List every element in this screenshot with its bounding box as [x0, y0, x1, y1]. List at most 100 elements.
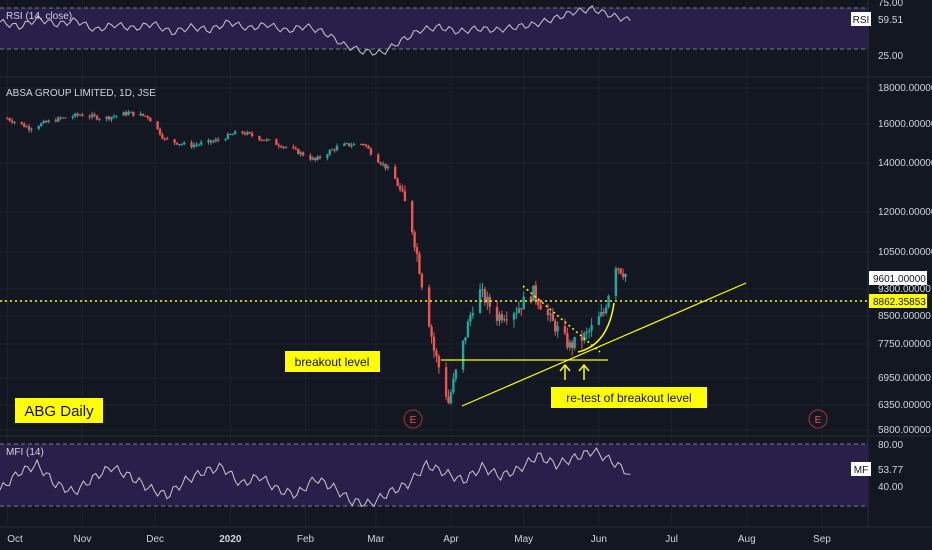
- candle-body: [452, 378, 455, 393]
- time-axis[interactable]: Oct Nov Dec 2020 Feb Mar Apr May Jun Jul Aug Sep: [7, 534, 831, 545]
- candle-body: [192, 144, 196, 147]
- candle-body: [260, 139, 264, 141]
- mfi-pane[interactable]: MFI (14): [0, 443, 868, 508]
- price-tick: 6950.00000: [878, 373, 931, 384]
- candle-body: [280, 146, 283, 148]
- candle-body: [107, 116, 111, 120]
- candle-body: [139, 113, 142, 116]
- candle-body: [127, 112, 130, 115]
- candle-body: [10, 120, 14, 123]
- candle-body: [583, 332, 586, 341]
- candle-body: [81, 114, 84, 117]
- candle-body: [47, 120, 50, 123]
- rsi-label: RSI (14, close): [6, 11, 72, 22]
- candle-body: [377, 154, 380, 163]
- candle-body: [432, 336, 436, 351]
- price-tick: 9300.00000: [878, 284, 931, 295]
- mfi-badge-text: MF: [854, 465, 868, 476]
- candle-body: [328, 150, 331, 155]
- current-price-text: 9601.00000: [873, 274, 926, 285]
- breakout-level-note[interactable]: breakout level: [285, 351, 380, 372]
- candle-body: [275, 139, 278, 145]
- candle-body: [614, 268, 618, 296]
- candle-body: [430, 326, 433, 337]
- candle-body: [367, 146, 370, 149]
- candle-body: [20, 121, 24, 124]
- candle-body: [30, 128, 33, 130]
- candle-body: [207, 140, 210, 143]
- candle-body: [505, 319, 508, 321]
- current-price-badge: 9601.00000: [869, 271, 927, 285]
- price-axis[interactable]: 18000.00000 16000.00000 14000.00000 12000.0…: [878, 83, 932, 436]
- earnings-marker-2[interactable]: E: [808, 409, 828, 429]
- candle-body: [217, 139, 220, 141]
- candle-body: [313, 157, 317, 160]
- earnings-marker-1[interactable]: E: [403, 409, 423, 429]
- candle-body: [78, 114, 82, 116]
- candle-body: [539, 305, 542, 310]
- candle-body: [76, 113, 79, 116]
- mfi-axis-upper: 80.00: [878, 440, 903, 451]
- candle-body: [263, 139, 266, 141]
- candle-body: [624, 273, 627, 278]
- candle-body: [447, 396, 450, 404]
- candle-body: [384, 163, 387, 169]
- candle-body: [379, 162, 382, 165]
- descending-dotted-trendline: [522, 285, 601, 353]
- retest-note[interactable]: re-test of breakout level: [551, 387, 707, 408]
- mfi-label: MFI (14): [6, 447, 44, 458]
- candle-body: [537, 299, 540, 306]
- candle-body: [309, 155, 312, 160]
- candle-body: [166, 138, 169, 140]
- candle-body: [284, 146, 288, 148]
- candle-body: [156, 121, 159, 129]
- candle-body: [394, 166, 397, 179]
- price-pane[interactable]: ABSA GROUP LIMITED, 1D, JSE breakout lev…: [0, 88, 868, 429]
- time-tick-oct: Oct: [7, 534, 23, 545]
- candle-body: [265, 139, 268, 141]
- candle-body: [381, 163, 385, 165]
- candle-body: [105, 116, 108, 119]
- candle-body: [534, 285, 538, 300]
- candle-body: [512, 313, 516, 320]
- candle-body: [173, 139, 176, 143]
- candle-body: [483, 289, 487, 303]
- candle-body: [129, 111, 133, 113]
- mfi-axis: 80.00 40.00 MF 53.77: [851, 440, 903, 493]
- candle-body: [617, 268, 620, 270]
- candle-body: [410, 201, 414, 233]
- rising-trendline: [461, 282, 747, 407]
- candle-body: [481, 289, 484, 291]
- candle-body: [597, 316, 601, 325]
- candle-body: [40, 123, 43, 127]
- rsi-pane[interactable]: RSI (14, close): [0, 5, 868, 56]
- candle-body: [161, 134, 164, 139]
- candle-body: [267, 139, 271, 141]
- candle-body: [585, 331, 588, 333]
- candle-body: [364, 144, 368, 147]
- rsi-axis-upper: 75.00: [878, 0, 903, 9]
- grid-lines: [0, 0, 868, 527]
- candle-body: [515, 312, 518, 314]
- candle-body: [233, 131, 237, 135]
- retest-arrow-left: [559, 363, 571, 380]
- candle-body: [444, 367, 448, 397]
- candle-body: [352, 143, 356, 146]
- rsi-badge: [851, 12, 871, 26]
- candle-body: [8, 118, 11, 121]
- candle-body: [420, 273, 424, 288]
- candle-body: [197, 144, 201, 146]
- candle-body: [437, 356, 441, 368]
- candle-body: [607, 295, 610, 308]
- candle-body: [435, 350, 438, 357]
- candle-body: [362, 143, 365, 145]
- earnings-marker-2-text: E: [815, 415, 822, 426]
- price-tick: 16000.00000: [878, 119, 932, 130]
- candle-body: [563, 326, 567, 334]
- candle-body: [600, 311, 603, 317]
- price-tick: 5800.00000: [878, 425, 931, 436]
- candle-body: [522, 296, 525, 310]
- rsi-band-fill: [0, 8, 868, 49]
- candle-body: [144, 115, 147, 117]
